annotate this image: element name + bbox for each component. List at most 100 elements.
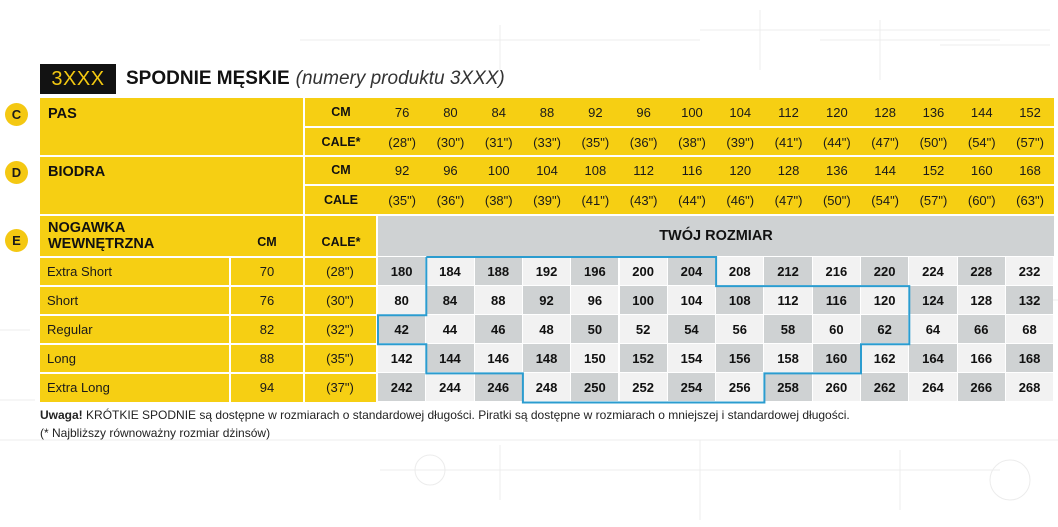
biodra-cm-13: 168	[1019, 162, 1041, 178]
pas-unit-cm: CM	[331, 105, 351, 119]
pas-cm-6: 100	[681, 104, 703, 120]
inseam-cale: (37")	[326, 380, 354, 396]
inseam-row-divider	[40, 343, 376, 346]
size-cell: 256	[716, 373, 764, 402]
size-cell: 148	[522, 344, 571, 373]
size-cell: 80	[378, 286, 426, 315]
size-cell: 52	[619, 315, 667, 344]
biodra-cm-4: 108	[584, 162, 607, 178]
size-cell: 66	[957, 315, 1005, 344]
pas-cm-4: 92	[588, 104, 603, 120]
inseam-length-label: Extra Long	[47, 380, 110, 396]
size-header: TWÓJ ROZMIAR	[659, 228, 773, 244]
size-cell: 246	[474, 373, 522, 402]
size-cell: 158	[764, 344, 812, 373]
size-cell: 212	[764, 257, 812, 286]
title-row: 3XXX SPODNIE MĘSKIE (numery produktu 3XX…	[40, 64, 505, 94]
inseam-length-label: Regular	[47, 322, 93, 338]
size-area	[378, 216, 1054, 256]
biodra-cale-9: (50")	[822, 192, 851, 208]
biodra-cm-10: 144	[874, 162, 896, 178]
biodra-cale-3: (39")	[533, 192, 561, 208]
biodra-unit-cm: CM	[331, 163, 351, 177]
nogawka-header-divider	[40, 256, 376, 258]
pas-cale-4: (35")	[581, 134, 610, 150]
inseam-row-divider	[40, 314, 376, 317]
biodra-cm-6: 116	[681, 162, 703, 178]
inseam-cm: 76	[259, 293, 275, 309]
size-cell: 244	[426, 373, 474, 402]
pas-cale-5: (36")	[629, 134, 658, 150]
biodra-cale-7: (46")	[726, 192, 755, 208]
size-cell: 60	[812, 315, 860, 344]
biodra-cm-12: 160	[970, 162, 993, 178]
size-cell: 208	[716, 257, 764, 286]
size-cell: 64	[909, 315, 957, 344]
size-cell: 48	[522, 315, 571, 344]
size-cell: 152	[619, 344, 667, 373]
nogawka-unit-cale: CALE*	[321, 235, 361, 249]
size-cell: 62	[861, 315, 909, 344]
size-cell: 44	[426, 315, 474, 344]
pas-cm-5: 96	[636, 104, 651, 120]
warning-label: Uwaga!	[40, 408, 83, 422]
pas-cm-2: 84	[491, 104, 506, 120]
inseam-row-divider	[40, 372, 376, 375]
pas-cale-11: (50")	[919, 134, 948, 150]
pas-cale-13: (57")	[1016, 134, 1044, 150]
inseam-cale: (28")	[326, 264, 354, 280]
size-cell: 124	[909, 286, 957, 315]
page-title: SPODNIE MĘSKIE	[126, 68, 290, 89]
size-cell: 166	[957, 344, 1005, 373]
size-cell: 54	[667, 315, 716, 344]
size-cell: 232	[1005, 257, 1054, 286]
size-cell: 58	[764, 315, 812, 344]
size-cell: 144	[426, 344, 474, 373]
nogawka-section	[40, 216, 376, 402]
biodra-label: BIODRA	[48, 164, 106, 180]
size-cell: 264	[909, 373, 957, 402]
size-cell: 224	[909, 257, 957, 286]
pas-cm-11: 136	[922, 104, 945, 120]
biodra-cm-7: 120	[729, 162, 752, 178]
inseam-cm: 94	[259, 380, 275, 396]
product-code-badge: 3XXX	[40, 64, 116, 94]
pas-label: PAS	[48, 106, 77, 122]
pas-cm-3: 88	[539, 104, 555, 120]
biodra-cale-1: (36")	[436, 192, 465, 208]
size-cell: 96	[571, 286, 619, 315]
inseam-row-divider	[40, 285, 376, 288]
size-cell: 268	[1005, 373, 1054, 402]
warning-text: KRÓTKIE SPODNIE są dostępne w rozmiarach…	[86, 408, 850, 422]
biodra-cale-4: (41")	[581, 192, 610, 208]
inseam-length-label: Long	[47, 351, 76, 367]
size-cell: 248	[522, 373, 571, 402]
biodra-cm-9: 136	[825, 162, 848, 178]
size-cell: 146	[474, 344, 522, 373]
biodra-cale-8: (47")	[774, 192, 803, 208]
size-cell: 258	[764, 373, 812, 402]
pas-cm-12: 144	[970, 104, 993, 120]
size-cell: 266	[957, 373, 1005, 402]
size-cell: 128	[957, 286, 1005, 315]
size-cell: 192	[522, 257, 571, 286]
size-cell: 164	[909, 344, 957, 373]
size-cell: 154	[667, 344, 716, 373]
size-cell: 160	[812, 344, 860, 373]
size-cell: 220	[861, 257, 909, 286]
biodra-cm-11: 152	[922, 162, 945, 178]
biodra-cm-1: 96	[443, 162, 458, 178]
nogawka-vdivider-1	[229, 256, 231, 402]
size-cell: 42	[378, 315, 426, 344]
biodra-cm-8: 128	[777, 162, 800, 178]
size-cell: 168	[1005, 344, 1054, 373]
pas-cale-10: (47")	[871, 134, 900, 150]
size-cell: 112	[764, 286, 812, 315]
biodra-cale-11: (57")	[919, 192, 948, 208]
biodra-cm-5: 112	[633, 162, 655, 178]
pas-cm-0: 76	[394, 104, 410, 120]
biodra-divider	[304, 184, 1054, 186]
size-cell: 156	[716, 344, 764, 373]
size-cell: 116	[812, 286, 860, 315]
size-cell: 120	[861, 286, 909, 315]
